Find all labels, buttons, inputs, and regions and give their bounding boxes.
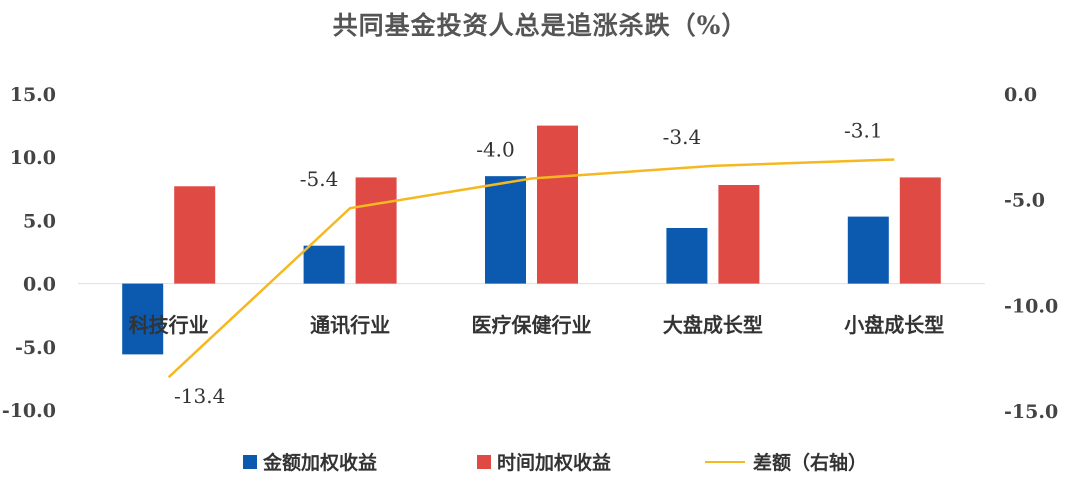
left-tick-label: 5.0 (23, 210, 56, 232)
bar-amount-weighted (485, 176, 526, 284)
right-tick-label: -5.0 (1004, 190, 1045, 212)
difference-line-group: -13.4 -5.4 -4.0 -3.4 -3.1 (167, 119, 895, 408)
legend-item-amount: 金额加权收益 (243, 448, 377, 475)
bar-time-weighted (718, 185, 760, 284)
left-tick-label: -10.0 (2, 400, 56, 422)
category-label: 科技行业 (129, 313, 209, 337)
bars-group (122, 125, 941, 355)
bar-amount-weighted (847, 216, 889, 284)
right-tick-label: 0.0 (1004, 84, 1037, 106)
difference-line (167, 158, 895, 379)
left-tick-label: 10.0 (10, 147, 56, 169)
category-label: 医疗保健行业 (472, 313, 592, 337)
chart-title: 共同基金投资人总是追涨杀跌（%） (332, 11, 748, 40)
legend-label-amount: 金额加权收益 (263, 452, 378, 474)
bar-time-weighted (355, 177, 397, 284)
category-label: 大盘成长型 (663, 313, 763, 337)
bar-time-weighted (537, 125, 578, 284)
right-tick-label: -15.0 (1004, 401, 1058, 423)
difference-data-label: -5.4 (300, 167, 339, 191)
legend-label-diff: 差额（右轴） (753, 452, 868, 474)
left-axis: 15.0 10.0 5.0 0.0 -5.0 -10.0 (2, 84, 56, 422)
legend-swatch-diff (705, 460, 745, 463)
left-tick-label: 15.0 (10, 84, 56, 106)
right-tick-label: -10.0 (1004, 295, 1058, 317)
difference-data-label: -13.4 (174, 384, 225, 408)
bar-time-weighted (174, 186, 216, 284)
category-label: 通讯行业 (310, 313, 390, 337)
bar-time-weighted (899, 177, 941, 284)
legend-swatch-time (477, 454, 491, 469)
chart-plot: 15.0 10.0 5.0 0.0 -5.0 -10.0 0.0 -5.0 -10.0 -15.… (2, 84, 1058, 423)
bar-amount-weighted (122, 283, 164, 355)
category-labels: 科技行业 通讯行业 医疗保健行业 大盘成长型 小盘成长型 (129, 313, 945, 337)
left-tick-label: 0.0 (23, 274, 56, 296)
category-label: 小盘成长型 (844, 313, 944, 337)
difference-data-label: -3.1 (844, 119, 883, 143)
legend-label-time: 时间加权收益 (497, 452, 612, 474)
left-tick-label: -5.0 (15, 337, 56, 359)
bar-amount-weighted (303, 245, 345, 284)
difference-data-label: -4.0 (476, 138, 515, 162)
right-axis: 0.0 -5.0 -10.0 -15.0 (1004, 84, 1058, 423)
legend-swatch-amount (243, 454, 257, 469)
bar-amount-weighted (666, 227, 708, 284)
legend-item-time: 时间加权收益 (477, 448, 611, 475)
difference-data-label: -3.4 (663, 125, 702, 149)
legend-item-diff: 差额（右轴） (705, 448, 867, 475)
